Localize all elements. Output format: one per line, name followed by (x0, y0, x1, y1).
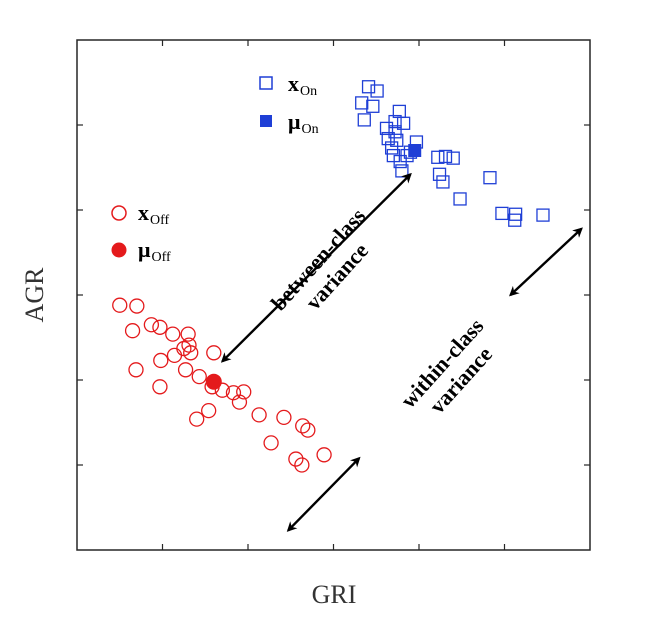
point-off-22 (251, 407, 267, 423)
series-on-points (355, 80, 550, 227)
point-on-11 (390, 133, 404, 147)
point-off-25 (276, 409, 292, 426)
point-off-8 (166, 347, 183, 364)
point-off-15 (191, 368, 207, 385)
point-off-3 (143, 317, 160, 333)
point-on-4 (357, 113, 371, 127)
point-off-4 (152, 319, 168, 335)
point-on-8 (396, 116, 411, 130)
point-off-7 (181, 337, 197, 353)
legend-on-label: xOn (288, 71, 317, 99)
point-on-29 (536, 208, 550, 222)
point-on-19 (431, 150, 445, 164)
point-on-25 (483, 171, 497, 185)
x-axis-label: GRI (312, 580, 357, 609)
point-off-18 (214, 382, 231, 398)
point-off-21 (231, 394, 248, 410)
point-on-17 (393, 154, 407, 169)
annotations: between-classvariancewithin-classvarianc… (266, 203, 507, 430)
point-off-0 (112, 297, 128, 313)
point-off-13 (128, 362, 144, 378)
point-off-16 (152, 379, 168, 395)
point-off-14 (177, 362, 194, 378)
variance-arrows (220, 172, 583, 532)
point-off-24 (189, 411, 205, 427)
point-on-3 (366, 99, 380, 113)
point-on-26 (495, 206, 509, 221)
point-off-27 (300, 422, 316, 438)
legend-off-marker (111, 205, 127, 221)
legend-off-label: xOff (138, 200, 170, 228)
point-off-26 (295, 418, 311, 434)
point-on-20 (438, 149, 453, 164)
point-on-10 (381, 131, 395, 146)
point-off-1 (129, 298, 145, 314)
point-on-12 (384, 141, 399, 155)
point-on-22 (432, 167, 447, 181)
point-off-31 (294, 457, 310, 473)
point-on-7 (388, 114, 402, 129)
legend-off: xOff μOff (111, 200, 171, 265)
point-on-5 (379, 121, 394, 136)
point-off-2 (124, 323, 141, 339)
point-on-0 (361, 80, 376, 94)
variance-arrow-3 (286, 456, 361, 532)
series-off-points (112, 297, 332, 473)
legend-off-mean-marker (111, 242, 127, 258)
legend-on-marker (259, 76, 273, 90)
variance-arrow-1 (220, 172, 412, 363)
point-on-24 (453, 192, 467, 206)
mean-on (408, 144, 422, 157)
legend-on-mean-marker (260, 115, 272, 127)
axis-ticks (77, 40, 590, 550)
point-off-5 (165, 326, 181, 342)
legend-on-mean-label: μOn (288, 109, 319, 137)
point-off-6 (180, 326, 196, 342)
y-axis-label: AGR (20, 267, 49, 323)
point-off-11 (183, 345, 199, 361)
mean-off (205, 373, 222, 390)
point-off-23 (201, 402, 217, 419)
annotation-1: between-classvariance (266, 203, 390, 332)
point-on-21 (446, 151, 460, 165)
point-off-20 (236, 384, 252, 400)
point-on-1 (370, 84, 384, 98)
point-off-12 (206, 345, 222, 361)
point-off-28 (263, 435, 279, 451)
legend-off-mean-label: μOff (138, 237, 171, 265)
point-off-30 (288, 451, 304, 467)
variance-arrow-2 (509, 227, 583, 297)
point-on-2 (355, 96, 369, 110)
point-off-29 (316, 447, 332, 463)
point-off-9 (153, 352, 169, 369)
point-on-23 (436, 175, 450, 189)
annotation-2: within-classvariance (395, 313, 507, 430)
point-on-9 (388, 125, 402, 139)
point-on-28 (508, 207, 523, 221)
legend-on: xOn μOn (259, 71, 319, 137)
